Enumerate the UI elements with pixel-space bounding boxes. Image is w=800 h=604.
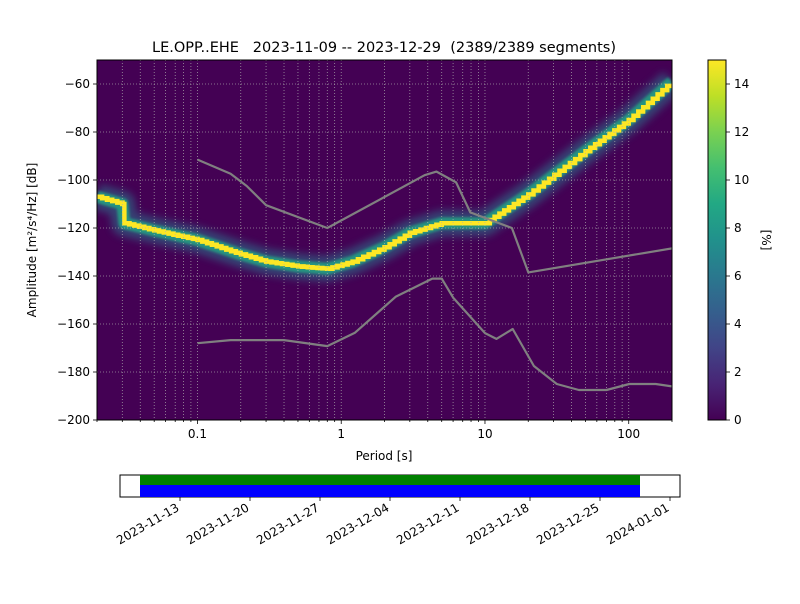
x-tick-label: 10 — [477, 427, 492, 441]
x-tick-label: 0.1 — [188, 427, 207, 441]
colorbar-ticks: 0 2 4 6 8 10 12 14 — [726, 77, 749, 427]
colorbar-tick-label: 2 — [734, 365, 742, 379]
timeline-tick-label: 2023-11-20 — [184, 500, 251, 547]
x-axis-label: Period [s] — [356, 449, 413, 463]
y-tick-label: −80 — [65, 125, 90, 139]
chart-title: LE.OPP..EHE 2023-11-09 -- 2023-12-29 (23… — [152, 40, 616, 56]
timeline-tick-label: 2023-12-25 — [534, 500, 601, 547]
timeline-ticks: 2023-11-13 2023-11-20 2023-11-27 2023-12-04… — [114, 497, 672, 547]
colorbar-gradient — [707, 59, 727, 421]
x-tick-label: 1 — [337, 427, 345, 441]
y-tick-label: −200 — [57, 413, 90, 427]
colorbar-tick-label: 4 — [734, 317, 742, 331]
y-tick-label: −160 — [57, 317, 90, 331]
colorbar-tick-label: 0 — [734, 413, 742, 427]
density-layer — [97, 71, 672, 282]
colorbar-tick-label: 12 — [734, 125, 749, 139]
y-tick-label: −140 — [57, 269, 90, 283]
colorbar-tick-label: 10 — [734, 173, 749, 187]
x-tick-label: 100 — [617, 427, 640, 441]
y-tick-label: −180 — [57, 365, 90, 379]
low-noise-model-line — [197, 277, 672, 392]
high-noise-model-line — [197, 158, 672, 274]
timeline-tick-label: 2023-12-18 — [464, 500, 531, 547]
timeline-tick-label: 2024-01-01 — [604, 500, 671, 547]
colorbar: 0 2 4 6 8 10 12 14 [%] — [707, 59, 773, 427]
colorbar-tick-label: 8 — [734, 221, 742, 235]
noise-models — [197, 158, 672, 392]
timeline-bar-used — [140, 485, 640, 497]
timeline-tick-label: 2023-12-04 — [324, 500, 391, 547]
timeline-tick-label: 2023-11-13 — [114, 500, 181, 547]
colorbar-tick-label: 6 — [734, 269, 742, 283]
ppsd-plot-area: 0.1 1 10 100 −60 −80 −100 −120 −140 −160 −180 −200… — [25, 59, 673, 463]
density-mode — [97, 83, 672, 272]
timeline-bars — [140, 475, 640, 497]
timeline-tick-label: 2023-11-27 — [254, 500, 321, 547]
timeline-tick-label: 2023-12-11 — [394, 500, 461, 547]
grid-lines — [97, 60, 672, 420]
y-axis-ticks: −60 −80 −100 −120 −140 −160 −180 −200 — [57, 77, 97, 427]
x-axis-ticks: 0.1 1 10 100 — [96, 420, 673, 441]
timeline-plot: 2023-11-13 2023-11-20 2023-11-27 2023-12-04… — [114, 474, 681, 547]
colorbar-label: [%] — [759, 230, 773, 251]
y-tick-label: −100 — [57, 173, 90, 187]
timeline-bar-data — [140, 475, 640, 485]
y-tick-label: −120 — [57, 221, 90, 235]
colorbar-tick-label: 14 — [734, 77, 749, 91]
y-tick-label: −60 — [65, 77, 90, 91]
y-axis-label: Amplitude [m²/s⁴/Hz] [dB] — [25, 163, 39, 318]
